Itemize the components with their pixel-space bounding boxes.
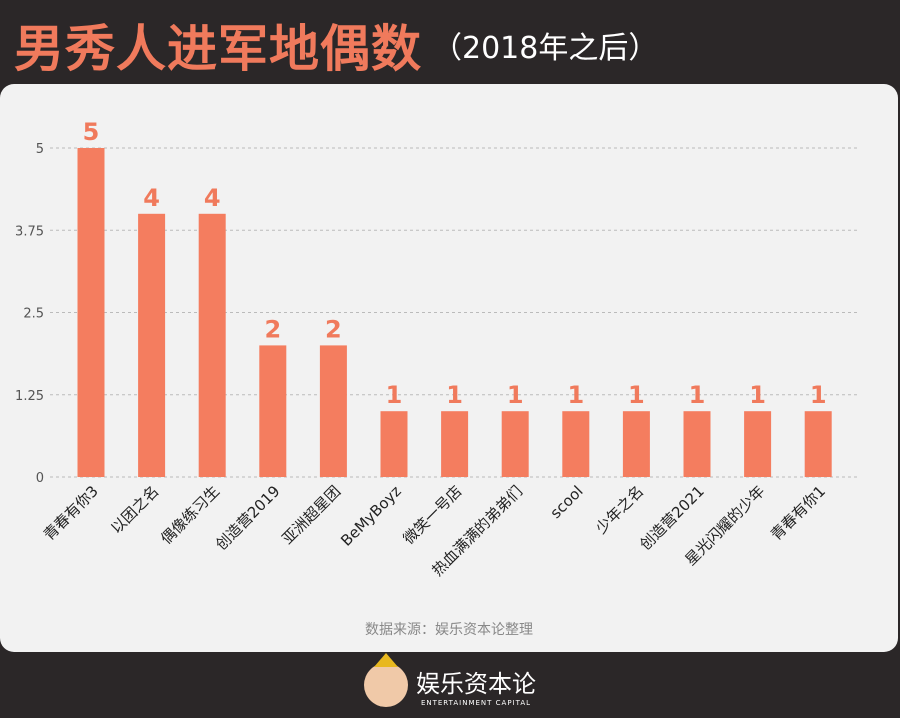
- bar: [77, 148, 105, 477]
- data-label: 1: [810, 381, 827, 409]
- bar: [259, 345, 287, 477]
- bar: [198, 213, 226, 478]
- data-label: 1: [446, 381, 463, 409]
- bar: [319, 345, 347, 477]
- x-tick-label: 以团之名: [107, 482, 162, 537]
- x-tick-label: 少年之名: [592, 482, 647, 537]
- data-label: 2: [325, 315, 342, 343]
- data-label: 1: [628, 381, 645, 409]
- title-main: 男秀人进军地偶数: [14, 20, 422, 78]
- data-label: 1: [749, 381, 766, 409]
- title-subtitle: （2018年之后）: [432, 31, 659, 66]
- logo-english: ENTERTAINMENT CAPITAL: [420, 698, 532, 707]
- bar: [501, 411, 529, 477]
- data-label: 1: [507, 381, 524, 409]
- y-tick-label: 5: [36, 142, 44, 157]
- data-label: 1: [567, 381, 584, 409]
- chart-title: 男秀人进军地偶数 （2018年之后）: [14, 10, 658, 80]
- mascot-logo-icon: [364, 653, 408, 707]
- bar: [380, 411, 408, 477]
- x-tick-label: 偶像练习生: [157, 482, 223, 548]
- data-label: 4: [204, 184, 221, 212]
- bar: [744, 411, 772, 477]
- data-label: 4: [143, 184, 160, 212]
- bar-chart: 0 1.25 2.5 3.75 5 5 4 4 2 2 1 1 1 1 1 1 1 1 青春有你3 以团之名偶像练习生…: [15, 118, 858, 638]
- bar: [683, 411, 711, 477]
- bar: [138, 213, 166, 478]
- data-label: 1: [689, 381, 706, 409]
- y-tick-label: 3.75: [15, 224, 44, 239]
- x-tick-label: BeMyBoyz: [337, 482, 405, 550]
- x-tick-label: 创造营2019: [212, 482, 284, 554]
- data-label: 5: [83, 118, 100, 146]
- source-note: 数据来源：娱乐资本论整理: [365, 622, 533, 638]
- bar: [562, 411, 590, 477]
- logo-name: 娱乐资本论: [416, 669, 536, 698]
- bar: [804, 411, 832, 477]
- bar: [441, 411, 469, 477]
- y-tick-label: 2.5: [23, 307, 44, 322]
- data-label: 2: [264, 315, 281, 343]
- bar: [622, 411, 650, 477]
- x-tick-label: 青春有你1: [767, 482, 829, 544]
- y-tick-label: 1.25: [15, 389, 44, 404]
- x-tick-label: 微笑一号店: [400, 482, 466, 548]
- x-tick-label: 亚洲超星团: [278, 482, 344, 548]
- data-label: 1: [386, 381, 403, 409]
- y-tick-label: 0: [36, 471, 44, 486]
- footer-logo: 娱乐资本论 ENTERTAINMENT CAPITAL: [0, 652, 900, 718]
- x-tick-label: scool: [547, 482, 587, 522]
- x-tick-label: 青春有你3: [40, 482, 102, 544]
- chart-panel: 0 1.25 2.5 3.75 5 5 4 4 2 2 1 1 1 1 1 1 1 1 青春有你3 以团之名 偶像练习生…: [0, 84, 898, 652]
